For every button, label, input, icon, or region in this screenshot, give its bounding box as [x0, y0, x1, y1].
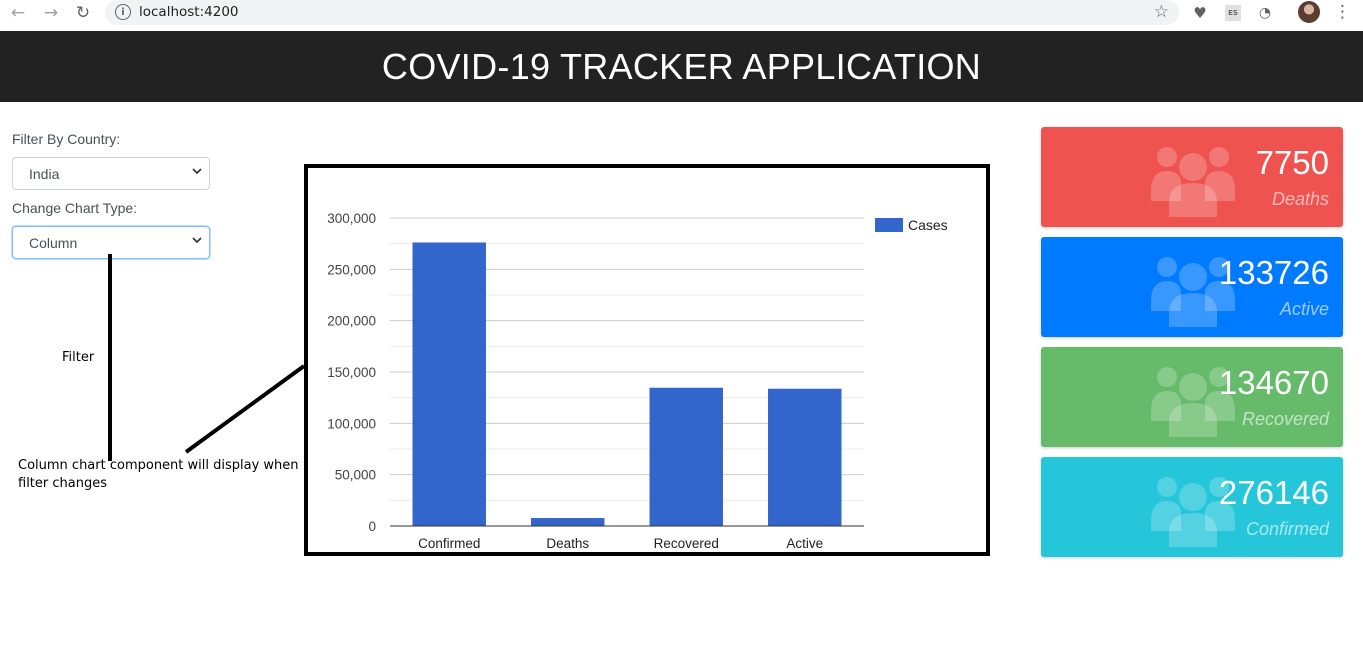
bookmark-star-icon[interactable]: ☆	[1153, 2, 1169, 22]
profile-avatar[interactable]	[1298, 1, 1320, 23]
y-tick-label: 100,000	[327, 416, 376, 431]
site-info-icon[interactable]: i	[115, 4, 131, 20]
stat-value: 133726	[1218, 254, 1329, 291]
chart-pointer-line	[184, 364, 306, 454]
country-filter-label: Filter By Country:	[12, 131, 121, 147]
filter-annotation: Filter	[62, 350, 95, 365]
y-tick-label: 50,000	[335, 468, 376, 483]
users-icon	[1151, 257, 1235, 327]
x-tick-label: Deaths	[546, 536, 589, 551]
y-tick-label: 250,000	[327, 262, 376, 277]
browser-menu-icon[interactable]: ⋮	[1334, 2, 1351, 22]
x-tick-label: Recovered	[654, 536, 719, 551]
legend-swatch	[875, 218, 903, 232]
y-tick-label: 300,000	[327, 211, 376, 226]
x-tick-label: Active	[786, 536, 823, 551]
browser-toolbar: ← → ↻ i localhost:4200 ☆ ♥ ES ◔ ⋮	[0, 0, 1363, 25]
stat-label: Deaths	[1271, 189, 1329, 209]
extension-badge-icon[interactable]: ES	[1225, 5, 1241, 21]
legend-label: Cases	[908, 217, 948, 233]
stat-label: Active	[1279, 299, 1329, 319]
stat-value: 276146	[1218, 474, 1329, 511]
bar-deaths	[531, 518, 605, 526]
y-tick-label: 200,000	[327, 314, 376, 329]
stat-value: 134670	[1218, 364, 1329, 401]
circle-extension-icon[interactable]: ◔	[1258, 5, 1272, 21]
back-arrow-icon[interactable]: ←	[10, 3, 26, 23]
chart-canvas: 0 50,000 100,000 150,000 200,000 250,000 300,0…	[327, 211, 948, 551]
users-icon	[1151, 147, 1235, 217]
app-header: COVID-19 TRACKER APPLICATION	[0, 31, 1363, 102]
chevron-down-icon	[192, 237, 202, 244]
users-icon	[1151, 477, 1235, 547]
stat-label: Confirmed	[1245, 519, 1329, 539]
bar-confirmed	[412, 242, 486, 526]
country-select-value: India	[29, 165, 60, 182]
forward-arrow-icon[interactable]: →	[43, 3, 59, 23]
stat-card-deaths: 7750 Deaths	[1041, 127, 1343, 227]
reload-icon[interactable]: ↻	[75, 3, 91, 23]
chat-extension-icon[interactable]: ♥	[1193, 4, 1207, 22]
x-tick-label: Confirmed	[418, 536, 480, 551]
stat-value: 7750	[1255, 144, 1329, 181]
country-select[interactable]: India	[12, 157, 210, 190]
bar-recovered	[649, 387, 723, 526]
stat-card-active: 133726 Active	[1041, 237, 1343, 337]
bar-active	[768, 388, 842, 526]
stat-label: Recovered	[1241, 409, 1329, 429]
stat-card-recovered: 134670 Recovered	[1041, 347, 1343, 447]
y-tick-label: 150,000	[327, 365, 376, 380]
y-tick-label: 0	[368, 519, 376, 534]
chevron-down-icon	[192, 168, 202, 175]
address-bar[interactable]: i localhost:4200 ☆	[105, 0, 1179, 25]
chart-type-select-value: Column	[29, 234, 78, 251]
column-chart: 0 50,000 100,000 150,000 200,000 250,000 300,0…	[304, 164, 990, 556]
address-url[interactable]: localhost:4200	[139, 4, 239, 20]
chart-type-label: Change Chart Type:	[12, 200, 138, 216]
chart-annotation-line1: Column chart component will display when	[18, 458, 299, 473]
chart-annotation-line2: filter changes	[18, 476, 107, 491]
users-icon	[1151, 367, 1235, 437]
stat-card-confirmed: 276146 Confirmed	[1041, 457, 1343, 557]
page-title: COVID-19 TRACKER APPLICATION	[381, 45, 982, 87]
